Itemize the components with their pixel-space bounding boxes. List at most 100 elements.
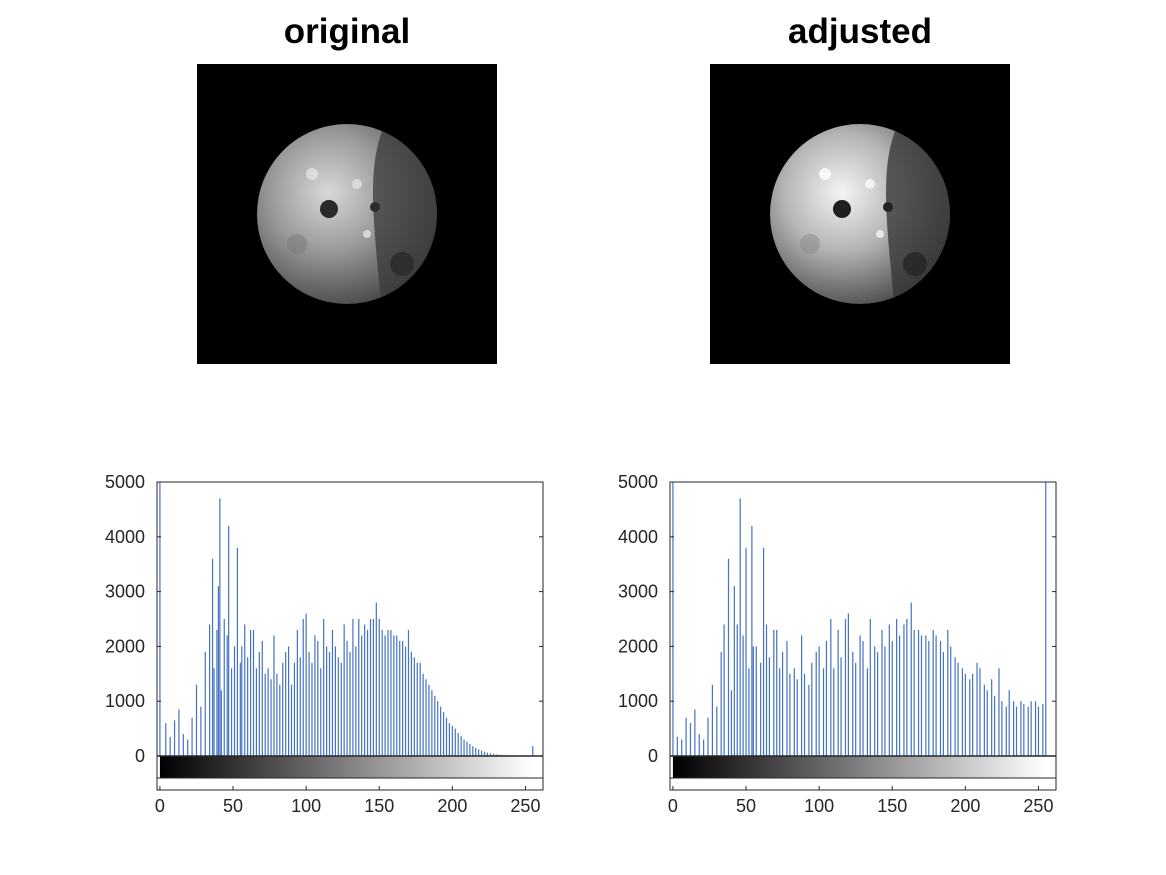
histogram-bar: [279, 684, 281, 756]
histogram-bar: [209, 624, 211, 756]
histogram-bar: [378, 619, 380, 756]
histogram-bar: [532, 746, 534, 756]
axes-box: [156, 481, 544, 791]
histogram-bar: [407, 629, 410, 756]
histogram-bar: [393, 635, 395, 756]
histogram-bar: [478, 749, 480, 756]
histogram-bar: [241, 646, 243, 756]
histogram-bar: [466, 741, 468, 756]
y-tick-label: 1000: [105, 691, 145, 711]
histogram-bar: [475, 747, 477, 756]
histogram-bar: [230, 668, 233, 756]
histogram-bar: [314, 635, 316, 756]
adjusted-moon-image: [710, 64, 1010, 364]
histogram-bar: [255, 668, 258, 756]
histogram-bar: [404, 646, 407, 756]
x-tick-label: 200: [437, 796, 467, 816]
histogram-bar: [495, 754, 497, 756]
histogram-bar: [213, 668, 215, 756]
histogram-bar: [390, 629, 392, 756]
histogram-bar: [191, 717, 193, 756]
histogram-bar: [434, 695, 436, 756]
x-tick-label: 100: [291, 796, 321, 816]
histogram-bar: [334, 646, 336, 756]
histogram-bar: [317, 640, 319, 756]
histogram-bar: [276, 673, 278, 756]
histogram-bar: [252, 629, 255, 756]
histogram-bar: [236, 547, 239, 756]
histogram-bars: [159, 482, 534, 756]
histogram-bar: [217, 586, 220, 756]
histogram-bar: [381, 629, 383, 756]
histogram-bar: [463, 739, 465, 756]
histogram-bar: [410, 651, 413, 756]
histogram-bar: [305, 613, 307, 756]
histogram-bar: [228, 525, 230, 756]
histogram-bar: [261, 640, 263, 756]
histogram-bar: [258, 651, 260, 756]
histogram-bar: [308, 651, 310, 756]
histogram-bar: [247, 657, 249, 756]
histogram-bar: [361, 635, 363, 756]
histogram-bar: [358, 619, 360, 756]
y-tick-label: 2000: [105, 636, 145, 656]
histogram-bar: [249, 629, 252, 756]
histogram-bar: [483, 751, 486, 756]
histogram-bar: [454, 728, 456, 756]
histogram-bar: [187, 739, 189, 756]
histogram-bar: [352, 619, 354, 756]
histogram-bar: [486, 752, 489, 756]
histogram-bar: [200, 706, 202, 756]
histogram-bar: [323, 619, 325, 756]
histogram-bar: [451, 725, 453, 756]
histogram-bar: [302, 619, 304, 756]
histogram-bar: [326, 646, 328, 756]
histogram-bar: [216, 629, 218, 756]
histogram-bar: [457, 732, 459, 756]
histogram-bar: [296, 629, 298, 756]
y-tick-label: 5000: [105, 472, 145, 492]
histogram-bar: [219, 498, 221, 756]
histogram-bar: [442, 712, 445, 756]
histogram-bar: [337, 657, 339, 756]
histogram-bar: [220, 690, 222, 756]
histogram-bar: [428, 684, 430, 756]
histogram-bar: [419, 662, 421, 756]
histogram-bar: [445, 717, 448, 756]
histogram-bar: [372, 619, 374, 756]
histogram-bar: [299, 657, 301, 756]
x-tick-label: 250: [510, 796, 540, 816]
histogram-bar: [226, 635, 228, 756]
histogram-bar: [182, 734, 184, 756]
histogram-bar: [396, 635, 398, 756]
histogram-bar: [349, 651, 351, 756]
histogram-bar: [480, 750, 483, 756]
histogram-bar: [440, 706, 442, 756]
y-tick-label: 3000: [105, 582, 145, 602]
histogram-bar: [169, 736, 171, 756]
y-tick-label: 0: [135, 746, 145, 766]
histogram-bar: [239, 662, 241, 756]
histogram-bar: [159, 482, 161, 756]
y-tick-label: 4000: [105, 527, 145, 547]
histogram-bar: [384, 635, 386, 756]
histogram-bar: [369, 619, 372, 756]
histogram-bar: [328, 651, 331, 756]
histogram-bar: [282, 662, 284, 756]
histogram-bar: [425, 679, 427, 756]
histogram-bar: [364, 624, 366, 756]
histogram-bar: [460, 736, 462, 756]
histogram-bar: [267, 668, 269, 756]
histogram-bar: [320, 668, 322, 756]
x-tick-label: 150: [364, 796, 394, 816]
histogram-bar: [223, 619, 225, 756]
histogram-bar: [340, 662, 342, 756]
histogram-bar: [331, 629, 334, 756]
histogram-bar: [270, 679, 272, 756]
histogram-bar: [422, 673, 424, 756]
x-tick-label: 50: [223, 796, 243, 816]
original-title: original: [283, 12, 411, 51]
histogram-bar: [287, 646, 290, 756]
histogram-bar: [366, 629, 369, 756]
